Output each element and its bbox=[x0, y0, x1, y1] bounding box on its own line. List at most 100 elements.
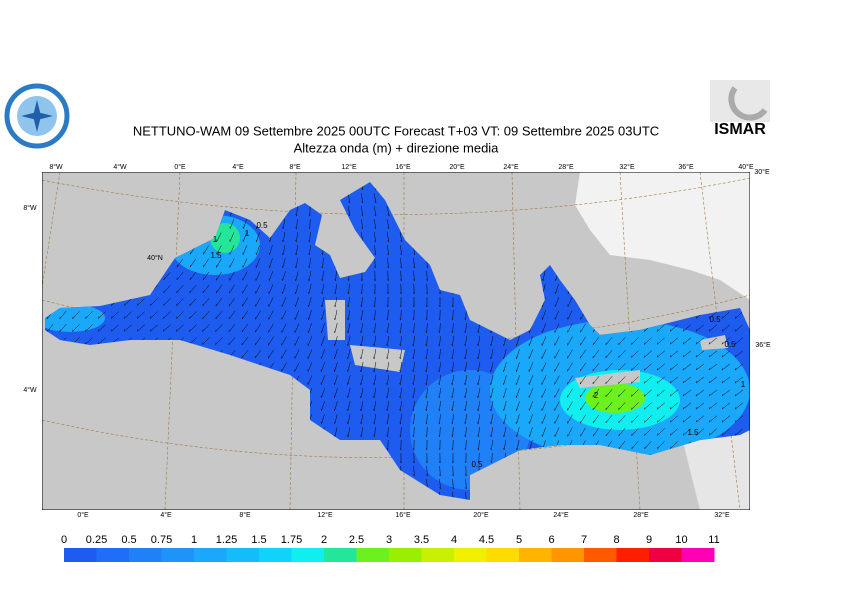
direction-arrow bbox=[567, 323, 573, 333]
direction-arrow bbox=[333, 375, 338, 385]
direction-arrow bbox=[333, 388, 338, 398]
direction-arrow bbox=[644, 389, 652, 397]
direction-arrow bbox=[438, 401, 441, 412]
direction-arrow bbox=[242, 271, 248, 281]
direction-arrow bbox=[333, 362, 338, 372]
direction-arrow bbox=[528, 349, 534, 359]
direction-arrow bbox=[399, 296, 402, 308]
direction-arrow bbox=[176, 285, 184, 293]
direction-arrow bbox=[541, 349, 547, 359]
direction-arrow bbox=[464, 401, 467, 412]
contour-label: 0.5 bbox=[471, 460, 483, 469]
direction-arrow bbox=[464, 465, 467, 477]
direction-arrow bbox=[605, 376, 613, 384]
direction-arrow bbox=[412, 439, 415, 451]
direction-arrow bbox=[399, 309, 402, 321]
direction-arrow bbox=[373, 193, 377, 204]
colorbar-box bbox=[96, 548, 130, 562]
direction-arrow bbox=[541, 401, 547, 411]
direction-arrow bbox=[682, 337, 692, 345]
direction-arrow bbox=[334, 270, 337, 282]
direction-arrow bbox=[631, 337, 639, 345]
direction-arrow bbox=[399, 322, 402, 334]
direction-arrow bbox=[438, 349, 441, 360]
lat-label: 8°W bbox=[23, 204, 37, 212]
direction-arrow bbox=[656, 363, 666, 371]
title: NETTUNO-WAM 09 Settembre 2025 00UTC Fore… bbox=[133, 123, 659, 138]
colorbar-box bbox=[519, 548, 552, 562]
direction-arrow bbox=[438, 322, 441, 334]
direction-arrow bbox=[451, 336, 454, 347]
direction-arrow bbox=[708, 402, 718, 410]
direction-arrow bbox=[605, 401, 613, 411]
direction-arrow bbox=[215, 324, 223, 332]
direction-arrow bbox=[579, 375, 587, 385]
direction-arrow bbox=[425, 452, 428, 464]
colorbar-label: 0 bbox=[61, 534, 67, 546]
direction-arrow bbox=[451, 362, 454, 373]
map-area bbox=[42, 172, 750, 510]
direction-arrow bbox=[682, 324, 691, 332]
lon-label: 20°E bbox=[449, 163, 465, 171]
direction-arrow bbox=[255, 245, 260, 255]
direction-arrow bbox=[490, 388, 494, 398]
direction-arrow bbox=[618, 363, 626, 371]
subtitle: Altezza onda (m) + direzione media bbox=[294, 140, 500, 155]
direction-arrow bbox=[567, 349, 573, 359]
direction-arrow bbox=[426, 465, 428, 477]
colorbar-box bbox=[64, 548, 97, 562]
direction-arrow bbox=[554, 349, 560, 359]
direction-arrow bbox=[708, 415, 718, 423]
direction-arrow bbox=[334, 310, 338, 320]
direction-arrow bbox=[374, 245, 376, 256]
direction-arrow bbox=[386, 388, 390, 399]
direction-arrow bbox=[321, 284, 325, 295]
direction-arrow bbox=[528, 401, 533, 411]
direction-arrow bbox=[618, 389, 626, 397]
direction-arrow bbox=[528, 414, 533, 424]
direction-arrow bbox=[541, 336, 547, 346]
direction-arrow bbox=[215, 297, 223, 307]
contour-label: 1 bbox=[741, 380, 746, 389]
direction-arrow bbox=[228, 337, 236, 345]
contour-label: 1.5 bbox=[210, 251, 222, 260]
direction-arrow bbox=[412, 413, 415, 425]
direction-arrow bbox=[399, 375, 402, 386]
direction-arrow bbox=[216, 232, 222, 242]
lon-label: 4°W bbox=[113, 163, 127, 171]
direction-arrow bbox=[281, 258, 286, 268]
colorbar-label: 10 bbox=[675, 534, 687, 546]
direction-arrow bbox=[111, 324, 119, 332]
direction-arrow bbox=[386, 309, 389, 321]
direction-arrow bbox=[425, 401, 428, 412]
direction-arrow bbox=[373, 206, 377, 217]
direction-arrow bbox=[734, 363, 744, 371]
direction-arrow bbox=[554, 427, 560, 437]
direction-arrow bbox=[721, 363, 731, 371]
direction-arrow bbox=[579, 388, 587, 398]
direction-arrow bbox=[294, 336, 300, 346]
direction-arrow bbox=[490, 362, 494, 372]
direction-arrow bbox=[490, 336, 494, 346]
direction-arrow bbox=[321, 271, 324, 282]
direction-arrow bbox=[477, 362, 481, 372]
direction-arrow bbox=[464, 323, 467, 334]
direction-arrow bbox=[399, 349, 402, 360]
direction-arrow bbox=[464, 349, 468, 360]
direction-arrow bbox=[515, 375, 520, 385]
direction-arrow bbox=[308, 218, 311, 230]
direction-arrow bbox=[189, 298, 197, 306]
colorbar: 0 0.25 0.5 0.75 1 1.25 1.5 1.75 2 2.5 3 3.5 4 4.5 5 6 7 8… bbox=[61, 534, 720, 562]
direction-arrow bbox=[399, 401, 402, 412]
direction-arrow bbox=[320, 323, 325, 333]
colorbar-box bbox=[194, 548, 227, 562]
direction-arrow bbox=[425, 349, 428, 360]
direction-arrow bbox=[452, 492, 454, 500]
direction-arrow bbox=[708, 376, 718, 384]
direction-arrow bbox=[360, 296, 363, 308]
direction-arrow bbox=[176, 258, 184, 268]
direction-arrow bbox=[735, 324, 743, 332]
direction-arrow bbox=[670, 428, 678, 436]
direction-arrow bbox=[734, 337, 743, 345]
